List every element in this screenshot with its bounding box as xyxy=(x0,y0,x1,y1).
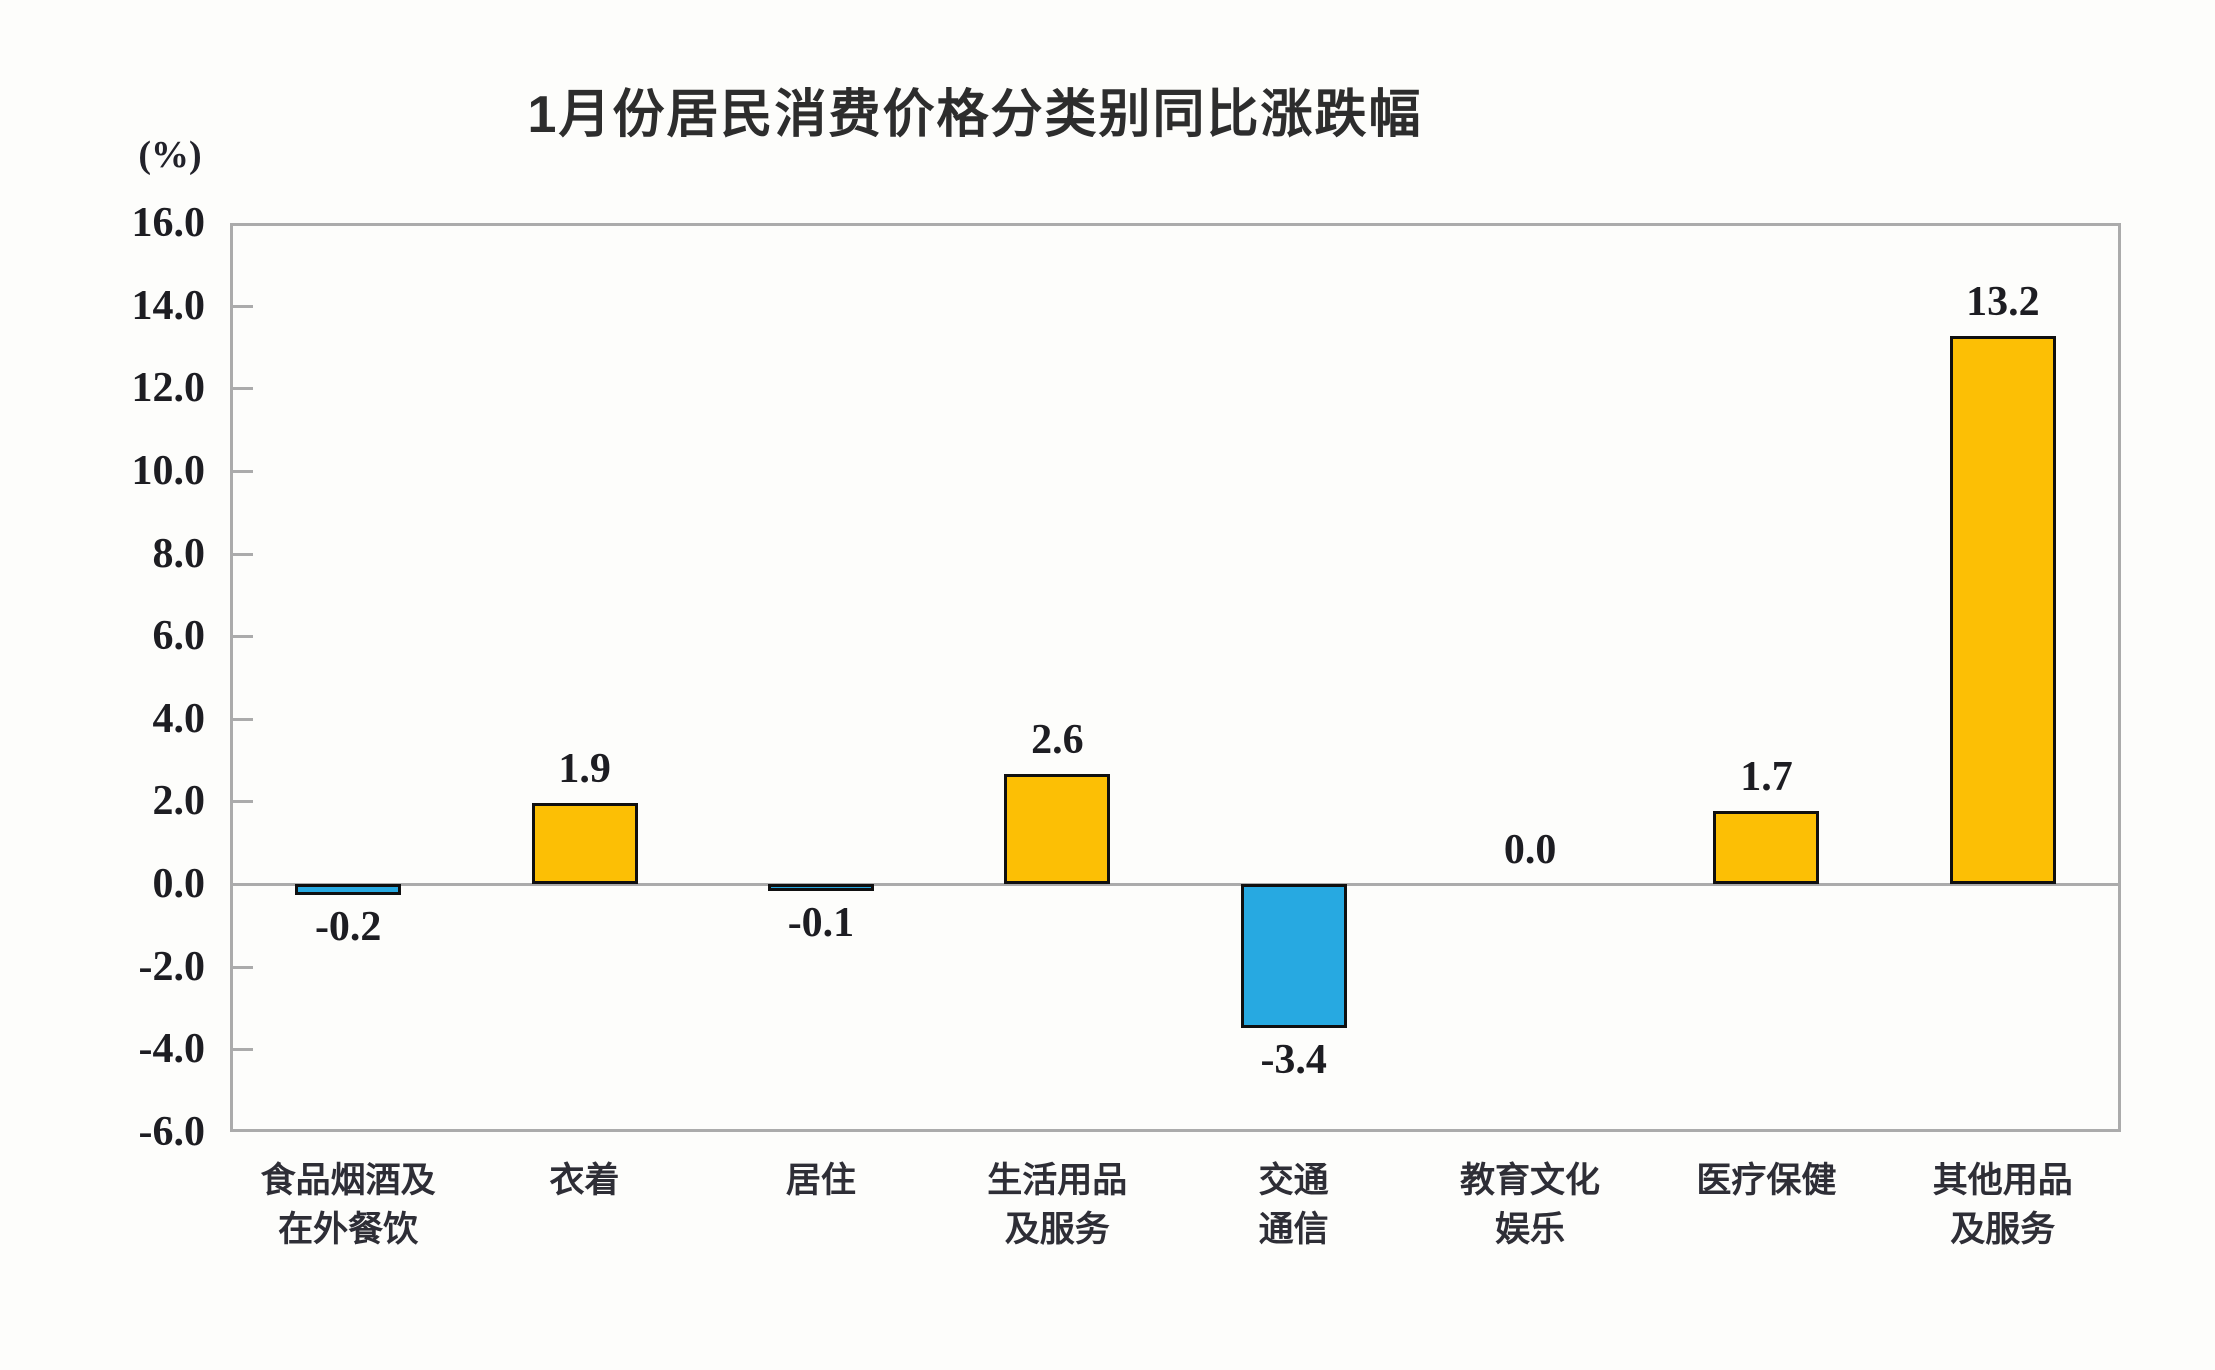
plot-area xyxy=(230,223,2121,1132)
x-axis-label-2: 居住 xyxy=(785,1161,856,1200)
zero-axis-line xyxy=(230,883,2121,887)
y-tick-mark xyxy=(233,469,253,473)
y-tick-mark xyxy=(233,800,253,804)
y-tick-mark xyxy=(233,387,253,391)
y-tick-label: 0.0 xyxy=(152,861,206,908)
bar-value-label-0: -0.2 xyxy=(314,904,382,951)
y-tick-mark xyxy=(233,1048,253,1052)
x-axis-label-3: 生活用品 及服务 xyxy=(987,1161,1128,1249)
x-axis-label-5: 教育文化 娱乐 xyxy=(1460,1161,1601,1249)
chart-title: 1月份居民消费价格分类别同比涨跌幅 xyxy=(527,86,1423,144)
bar-2 xyxy=(767,884,874,892)
y-tick-label: 6.0 xyxy=(152,613,206,660)
x-axis-label-1: 衣着 xyxy=(549,1161,620,1200)
bar-value-label-6: 1.7 xyxy=(1740,753,1793,800)
y-tick-mark xyxy=(233,552,253,556)
bar-value-label-2: -0.1 xyxy=(787,900,855,947)
y-tick-label: 16.0 xyxy=(131,200,206,246)
y-tick-label: 14.0 xyxy=(131,282,206,329)
bar-6 xyxy=(1713,810,1820,885)
bar-value-label-5: 0.0 xyxy=(1503,827,1557,874)
y-tick-label: 2.0 xyxy=(152,778,206,825)
bar-4 xyxy=(1240,884,1347,1028)
x-axis-label-7: 其他用品 及服务 xyxy=(1932,1161,2073,1249)
y-tick-label: 4.0 xyxy=(152,695,206,742)
y-tick-label: 12.0 xyxy=(131,365,206,412)
y-tick-mark xyxy=(233,304,253,308)
y-tick-mark xyxy=(233,717,253,721)
y-tick-label: -4.0 xyxy=(138,1026,206,1073)
bar-value-label-7: 13.2 xyxy=(1966,278,2040,325)
y-tick-label: -6.0 xyxy=(138,1109,206,1155)
bar-7 xyxy=(1949,335,2056,885)
x-axis-label-4: 交通 通信 xyxy=(1258,1161,1329,1249)
bar-3 xyxy=(1004,773,1111,885)
bar-0 xyxy=(295,884,402,896)
bar-value-label-1: 1.9 xyxy=(558,745,611,792)
x-axis-label-0: 食品烟酒及 在外餐饮 xyxy=(260,1161,436,1249)
bar-value-label-3: 2.6 xyxy=(1031,716,1084,763)
bar-1 xyxy=(531,802,638,885)
y-tick-label: 8.0 xyxy=(152,530,206,577)
bar-value-label-4: -3.4 xyxy=(1260,1036,1327,1083)
y-tick-mark xyxy=(233,635,253,639)
x-axis-label-6: 医疗保健 xyxy=(1696,1161,1837,1200)
y-tick-label: 10.0 xyxy=(131,447,206,494)
y-tick-mark xyxy=(233,965,253,969)
y-axis-unit-label: (%) xyxy=(138,134,202,176)
y-tick-label: -2.0 xyxy=(138,943,206,990)
